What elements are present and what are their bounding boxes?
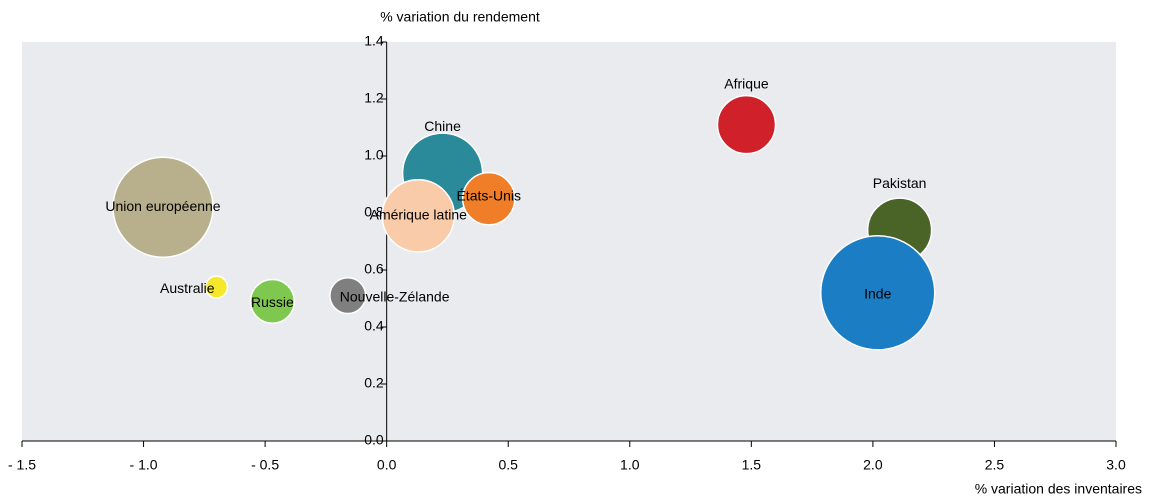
- point-label: Afrique: [724, 75, 769, 91]
- point-label: Pakistan: [873, 175, 927, 191]
- y-tick-label: 0.6: [364, 261, 384, 277]
- y-tick-label: 1.4: [364, 33, 384, 49]
- bubble: [381, 179, 456, 253]
- bubble: [716, 94, 777, 155]
- x-tick-label: 3.0: [1106, 457, 1126, 473]
- x-tick-label: 0.5: [498, 457, 518, 473]
- x-axis-title: % variation des inventaires: [975, 481, 1142, 497]
- point-label: Russie: [251, 294, 294, 310]
- point-label: Australie: [160, 280, 215, 296]
- bubble: [112, 156, 214, 259]
- plot-background: [22, 42, 1116, 441]
- x-tick-label: 2.5: [985, 457, 1005, 473]
- x-tick-label: 1.5: [742, 457, 762, 473]
- point-label: Chine: [424, 118, 461, 134]
- y-tick-label: 0.8: [364, 204, 384, 220]
- bubble: [461, 171, 516, 226]
- bubble: [249, 278, 296, 325]
- point-label: Amérique latine: [370, 207, 467, 223]
- x-tick-label: - 0.5: [251, 457, 279, 473]
- x-tick-label: - 1.0: [130, 457, 158, 473]
- bubble: [819, 235, 936, 351]
- point-label: États-Unis: [456, 187, 521, 203]
- bubble: [204, 275, 229, 299]
- x-tick-label: 2.0: [863, 457, 883, 473]
- y-tick-label: 1.0: [364, 147, 384, 163]
- point-label: Nouvelle-Zélande: [340, 288, 450, 304]
- point-label: Union européenne: [105, 198, 220, 214]
- x-tick-label: - 1.5: [8, 457, 36, 473]
- y-tick-label: 1.2: [364, 90, 384, 106]
- x-tick-label: 1.0: [620, 457, 640, 473]
- x-tick-label: 0.0: [377, 457, 397, 473]
- point-label: Inde: [864, 286, 891, 302]
- y-axis-title: % variation du rendement: [380, 9, 540, 25]
- y-tick-label: 0.0: [364, 432, 384, 448]
- y-tick-label: 0.4: [364, 318, 384, 334]
- y-tick-label: 0.2: [364, 375, 384, 391]
- bubble: [329, 277, 367, 315]
